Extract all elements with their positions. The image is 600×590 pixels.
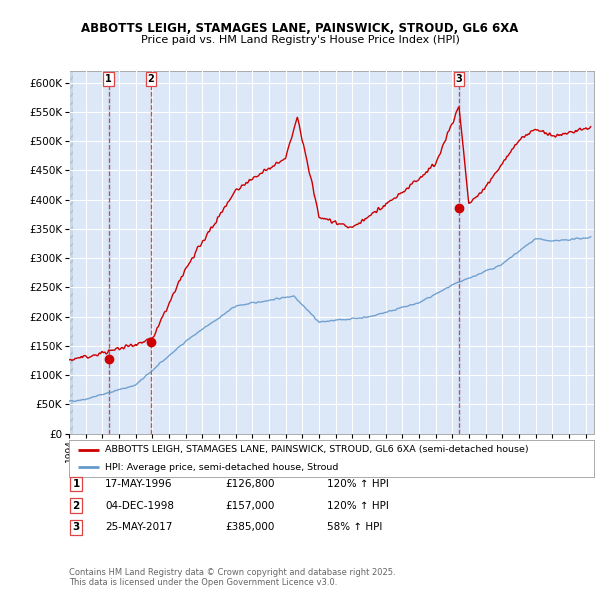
Text: 120% ↑ HPI: 120% ↑ HPI: [327, 479, 389, 489]
Bar: [458, 71, 460, 434]
Text: £126,800: £126,800: [225, 479, 275, 489]
Text: ABBOTTS LEIGH, STAMAGES LANE, PAINSWICK, STROUD, GL6 6XA: ABBOTTS LEIGH, STAMAGES LANE, PAINSWICK,…: [82, 22, 518, 35]
Text: 04-DEC-1998: 04-DEC-1998: [105, 501, 174, 510]
Text: 1: 1: [73, 479, 80, 489]
Text: ABBOTTS LEIGH, STAMAGES LANE, PAINSWICK, STROUD, GL6 6XA (semi-detached house): ABBOTTS LEIGH, STAMAGES LANE, PAINSWICK,…: [105, 445, 529, 454]
Text: 120% ↑ HPI: 120% ↑ HPI: [327, 501, 389, 510]
Text: HPI: Average price, semi-detached house, Stroud: HPI: Average price, semi-detached house,…: [105, 463, 338, 472]
Text: 2: 2: [73, 501, 80, 510]
Text: £157,000: £157,000: [225, 501, 274, 510]
Text: 1: 1: [105, 74, 112, 84]
Text: £385,000: £385,000: [225, 523, 274, 532]
Text: 25-MAY-2017: 25-MAY-2017: [105, 523, 172, 532]
Text: 58% ↑ HPI: 58% ↑ HPI: [327, 523, 382, 532]
Text: 2: 2: [148, 74, 154, 84]
Text: Price paid vs. HM Land Registry's House Price Index (HPI): Price paid vs. HM Land Registry's House …: [140, 35, 460, 45]
Text: 3: 3: [455, 74, 463, 84]
Text: 17-MAY-1996: 17-MAY-1996: [105, 479, 173, 489]
Text: Contains HM Land Registry data © Crown copyright and database right 2025.
This d: Contains HM Land Registry data © Crown c…: [69, 568, 395, 587]
Bar: [150, 71, 152, 434]
Text: 3: 3: [73, 523, 80, 532]
Bar: [108, 71, 110, 434]
Bar: [69, 71, 73, 434]
